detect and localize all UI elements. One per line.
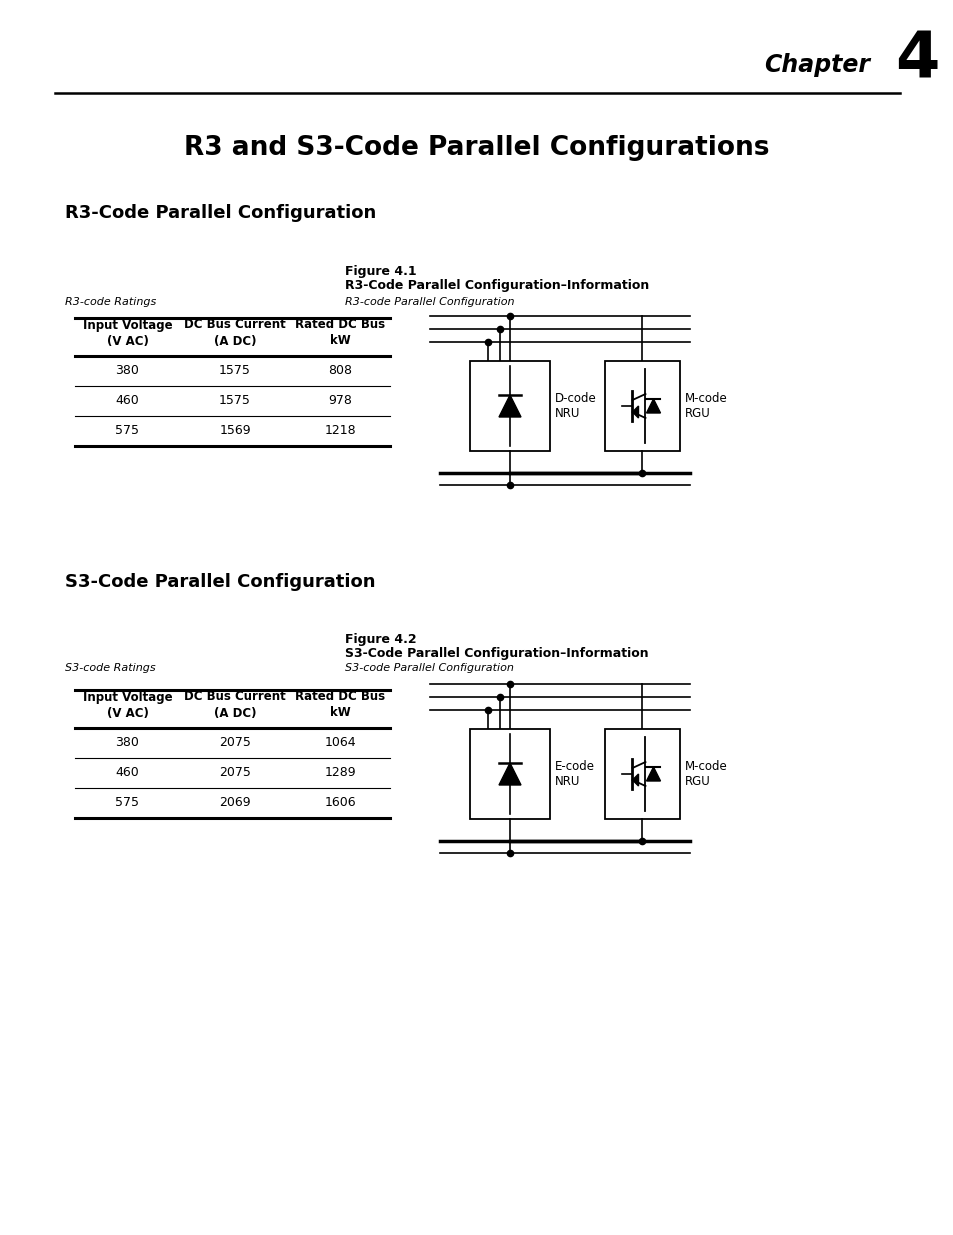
Text: 380: 380: [115, 736, 139, 750]
Text: S3-Code Parallel Configuration: S3-Code Parallel Configuration: [65, 573, 375, 592]
Text: Rated DC Bus: Rated DC Bus: [294, 319, 385, 331]
Text: (V AC): (V AC): [107, 706, 149, 720]
Text: kW: kW: [330, 706, 350, 720]
Text: D-code
NRU: D-code NRU: [555, 391, 597, 420]
Text: 2075: 2075: [219, 736, 251, 750]
Bar: [470, 361, 550, 451]
Text: 808: 808: [328, 364, 352, 378]
Text: 1289: 1289: [324, 767, 355, 779]
Text: 380: 380: [115, 364, 139, 378]
Text: S3-code Ratings: S3-code Ratings: [65, 663, 155, 673]
Bar: [604, 361, 679, 451]
Text: R3-code Parallel Configuration: R3-code Parallel Configuration: [345, 296, 514, 308]
Polygon shape: [498, 763, 520, 785]
Text: R3 and S3-Code Parallel Configurations: R3 and S3-Code Parallel Configurations: [184, 135, 769, 161]
Polygon shape: [632, 406, 638, 417]
Text: Figure 4.2: Figure 4.2: [345, 634, 416, 646]
Text: M-code
RGU: M-code RGU: [684, 760, 727, 788]
Text: kW: kW: [330, 335, 350, 347]
Text: 460: 460: [115, 394, 139, 408]
Text: 1569: 1569: [219, 425, 251, 437]
Text: (A DC): (A DC): [213, 706, 256, 720]
Text: (A DC): (A DC): [213, 335, 256, 347]
Text: Chapter: Chapter: [763, 53, 869, 77]
Text: 2075: 2075: [219, 767, 251, 779]
Text: R3-Code Parallel Configuration: R3-Code Parallel Configuration: [65, 204, 375, 222]
Text: Input Voltage: Input Voltage: [83, 319, 172, 331]
Text: S3-code Parallel Configuration: S3-code Parallel Configuration: [345, 663, 514, 673]
Polygon shape: [646, 399, 659, 412]
Bar: [604, 729, 679, 819]
Text: 460: 460: [115, 767, 139, 779]
Text: E-code
NRU: E-code NRU: [555, 760, 595, 788]
Text: 575: 575: [115, 425, 139, 437]
Polygon shape: [632, 774, 638, 785]
Text: Input Voltage: Input Voltage: [83, 690, 172, 704]
Text: S3-Code Parallel Configuration–Information: S3-Code Parallel Configuration–Informati…: [345, 646, 648, 659]
Text: 1064: 1064: [324, 736, 355, 750]
Text: Figure 4.1: Figure 4.1: [345, 266, 416, 279]
Polygon shape: [646, 767, 659, 781]
Text: 1218: 1218: [324, 425, 355, 437]
Text: (V AC): (V AC): [107, 335, 149, 347]
Text: 575: 575: [115, 797, 139, 809]
Text: 978: 978: [328, 394, 352, 408]
Text: Rated DC Bus: Rated DC Bus: [294, 690, 385, 704]
Text: 1575: 1575: [219, 364, 251, 378]
Text: M-code
RGU: M-code RGU: [684, 391, 727, 420]
Text: R3-code Ratings: R3-code Ratings: [65, 296, 156, 308]
Text: DC Bus Current: DC Bus Current: [184, 690, 286, 704]
Text: 4: 4: [895, 28, 939, 91]
Text: R3-Code Parallel Configuration–Information: R3-Code Parallel Configuration–Informati…: [345, 279, 649, 291]
Text: DC Bus Current: DC Bus Current: [184, 319, 286, 331]
Text: 1606: 1606: [324, 797, 355, 809]
Bar: [470, 729, 550, 819]
Text: 2069: 2069: [219, 797, 251, 809]
Polygon shape: [498, 395, 520, 417]
Text: 1575: 1575: [219, 394, 251, 408]
